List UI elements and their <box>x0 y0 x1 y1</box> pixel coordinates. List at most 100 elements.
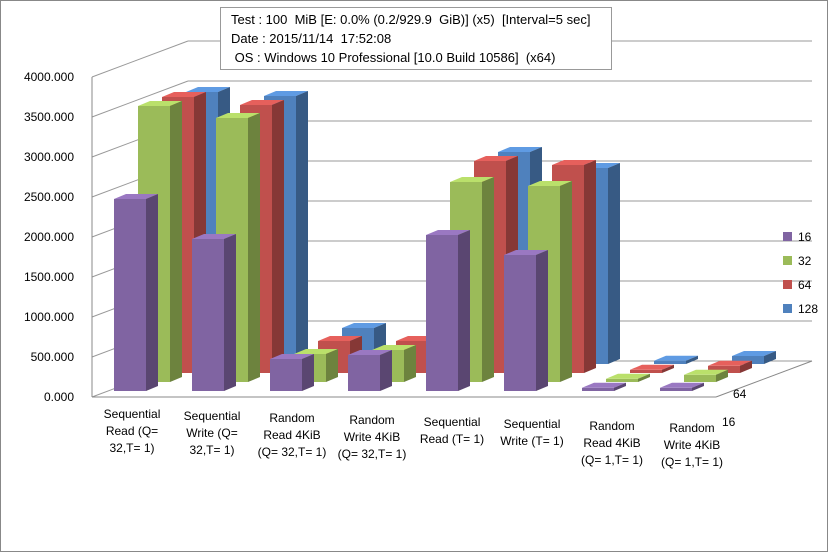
bar-top <box>348 350 392 355</box>
bar-top <box>264 91 308 96</box>
bar-top <box>372 345 416 350</box>
bar-side <box>662 364 674 373</box>
bar-top <box>528 181 572 186</box>
y-tick-label: 1000.000 <box>24 310 74 324</box>
bar-front <box>654 360 686 364</box>
bar-front <box>348 355 380 391</box>
bar-top <box>342 323 386 328</box>
bar-top <box>216 113 260 118</box>
legend-swatch <box>783 304 792 313</box>
bar-front <box>660 387 692 391</box>
bar-top <box>114 194 158 199</box>
x-category-label: Random Read 4KiB (Q= 32,T= 1) <box>258 411 327 459</box>
bar-top <box>192 234 236 239</box>
bar-top <box>552 160 596 165</box>
bar-front <box>684 374 716 382</box>
title-line-os: OS : Windows 10 Professional [10.0 Build… <box>231 50 556 65</box>
bar-side <box>146 194 158 391</box>
bar-front <box>504 255 536 391</box>
bar-side <box>458 230 470 391</box>
bar-side <box>296 91 308 364</box>
bar-side <box>560 181 572 382</box>
bar-top <box>294 349 338 354</box>
bar-top <box>708 360 752 366</box>
bar-128-7 <box>732 351 776 364</box>
bar-side <box>608 163 620 364</box>
bar-16-0 <box>114 194 158 391</box>
bar-64-6 <box>630 364 674 373</box>
bar-front <box>630 369 662 373</box>
bar-16-2 <box>270 354 314 391</box>
bar-front <box>582 387 614 391</box>
bar-32-7 <box>684 369 728 382</box>
bar-side <box>716 369 728 382</box>
y-tick-label: 2500.000 <box>24 190 74 204</box>
x-category-label: Random Read 4KiB (Q= 1,T= 1) <box>581 419 643 467</box>
bar-side <box>638 373 650 382</box>
x-category-label: Sequential Write (T= 1) <box>500 417 563 448</box>
bar-top <box>270 354 314 359</box>
bar-side <box>536 250 548 391</box>
bar-top <box>654 355 698 361</box>
bar-side <box>692 382 704 391</box>
legend-swatch <box>783 232 792 241</box>
bar-16-7 <box>660 382 704 391</box>
bar-front <box>606 378 638 382</box>
gridline-side <box>91 80 189 118</box>
legend-label: 64 <box>798 278 812 292</box>
y-tick-label: 500.000 <box>31 350 75 364</box>
title-line-date: Date : 2015/11/14 17:52:08 <box>231 31 392 46</box>
chart-title: Test : 100 MiB [E: 0.0% (0.2/929.9 GiB)]… <box>220 7 612 70</box>
bar-top <box>504 250 548 255</box>
legend-label: 32 <box>798 254 812 268</box>
bar-16-1 <box>192 234 236 391</box>
y-tick-label: 2000.000 <box>24 230 74 244</box>
bar-top <box>630 364 674 370</box>
bar-side <box>326 349 338 382</box>
bar-side <box>224 234 236 391</box>
bar-top <box>240 100 284 105</box>
depth-label: 16 <box>722 415 736 429</box>
bar-top <box>684 369 728 375</box>
bar-16-3 <box>348 350 392 391</box>
bar-side <box>740 360 752 373</box>
bar-top <box>138 101 182 106</box>
x-category-label: Random Write 4KiB (Q= 32,T= 1) <box>338 413 407 461</box>
bar-top <box>186 87 230 92</box>
y-tick-label: 4000.000 <box>24 70 74 84</box>
bar-16-6 <box>582 382 626 391</box>
y-tick-label: 3500.000 <box>24 110 74 124</box>
bar-top <box>318 336 362 341</box>
bar-top <box>162 92 206 97</box>
bar-side <box>380 350 392 391</box>
bar-16-5 <box>504 250 548 391</box>
bar-side <box>584 160 596 373</box>
bar-top <box>474 156 518 161</box>
bar-top <box>498 147 542 152</box>
x-category-label: Sequential Write (Q= 32,T= 1) <box>184 409 241 457</box>
bar-top <box>732 351 776 356</box>
bar-top <box>426 230 470 235</box>
bar-side <box>302 354 314 391</box>
bar-top <box>606 373 650 379</box>
bar-side <box>764 351 776 364</box>
legend-label: 16 <box>798 230 812 244</box>
depth-label: 64 <box>733 387 747 401</box>
bar-16-4 <box>426 230 470 391</box>
x-category-label: Random Write 4KiB (Q= 1,T= 1) <box>661 421 723 469</box>
y-tick-label: 1500.000 <box>24 270 74 284</box>
bar-side <box>272 100 284 373</box>
x-category-label: Sequential Read (Q= 32,T= 1) <box>104 407 161 455</box>
bar-top <box>582 382 626 388</box>
x-category-label: Sequential Read (T= 1) <box>420 415 484 446</box>
bar-side <box>686 355 698 364</box>
depth-axis-line <box>715 360 813 398</box>
bar-side <box>248 113 260 382</box>
bar-side <box>614 382 626 391</box>
title-line-test: Test : 100 MiB [E: 0.0% (0.2/929.9 GiB)]… <box>231 12 591 27</box>
bar-side <box>482 177 494 382</box>
legend-swatch <box>783 256 792 265</box>
bar-front <box>114 199 146 391</box>
bar-top <box>450 177 494 182</box>
